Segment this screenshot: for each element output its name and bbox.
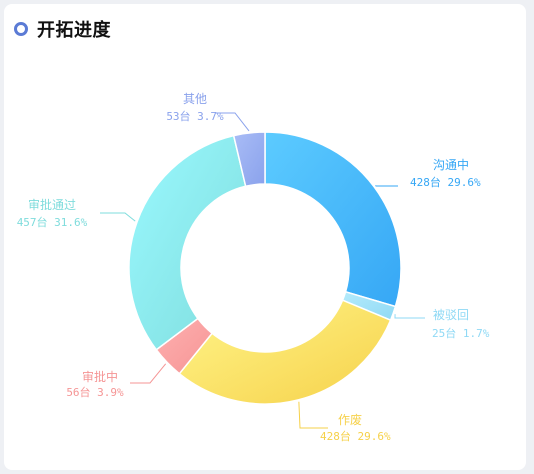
donut-slice-0[interactable] <box>264 131 402 308</box>
slice-label-value-5: 53台 3.7% <box>166 109 224 123</box>
slice-label-name-5: 其他 <box>183 92 207 106</box>
slice-label-value-4: 457台 31.6% <box>17 215 88 229</box>
slice-label-name-3: 审批中 <box>82 369 118 384</box>
leader-line-3 <box>130 363 167 384</box>
leader-line-1 <box>394 314 425 319</box>
leader-line-4 <box>100 212 136 222</box>
ring-icon <box>14 22 28 36</box>
slices-layer <box>128 131 402 405</box>
page-title: 开拓进度 <box>37 20 111 41</box>
leader-line-5 <box>215 112 250 132</box>
leader-line-2 <box>298 401 328 429</box>
slice-label-name-4: 审批通过 <box>28 197 76 212</box>
slice-label-value-2: 428台 29.6% <box>320 429 391 443</box>
leader-line-0 <box>375 185 398 187</box>
donut-slice-4[interactable] <box>128 134 247 351</box>
slice-label-name-2: 作废 <box>338 412 362 427</box>
donut-slice-5[interactable] <box>232 131 266 188</box>
card-header: 开拓进度 <box>14 19 111 41</box>
donut-slice-2[interactable] <box>178 299 392 405</box>
slice-label-value-1: 25台 1.7% <box>432 326 490 340</box>
slice-label-value-0: 428台 29.6% <box>410 175 481 189</box>
slice-label-name-1: 被驳回 <box>433 308 469 322</box>
slice-label-value-3: 56台 3.9% <box>66 385 124 399</box>
slice-label-name-0: 沟通中 <box>433 157 469 172</box>
